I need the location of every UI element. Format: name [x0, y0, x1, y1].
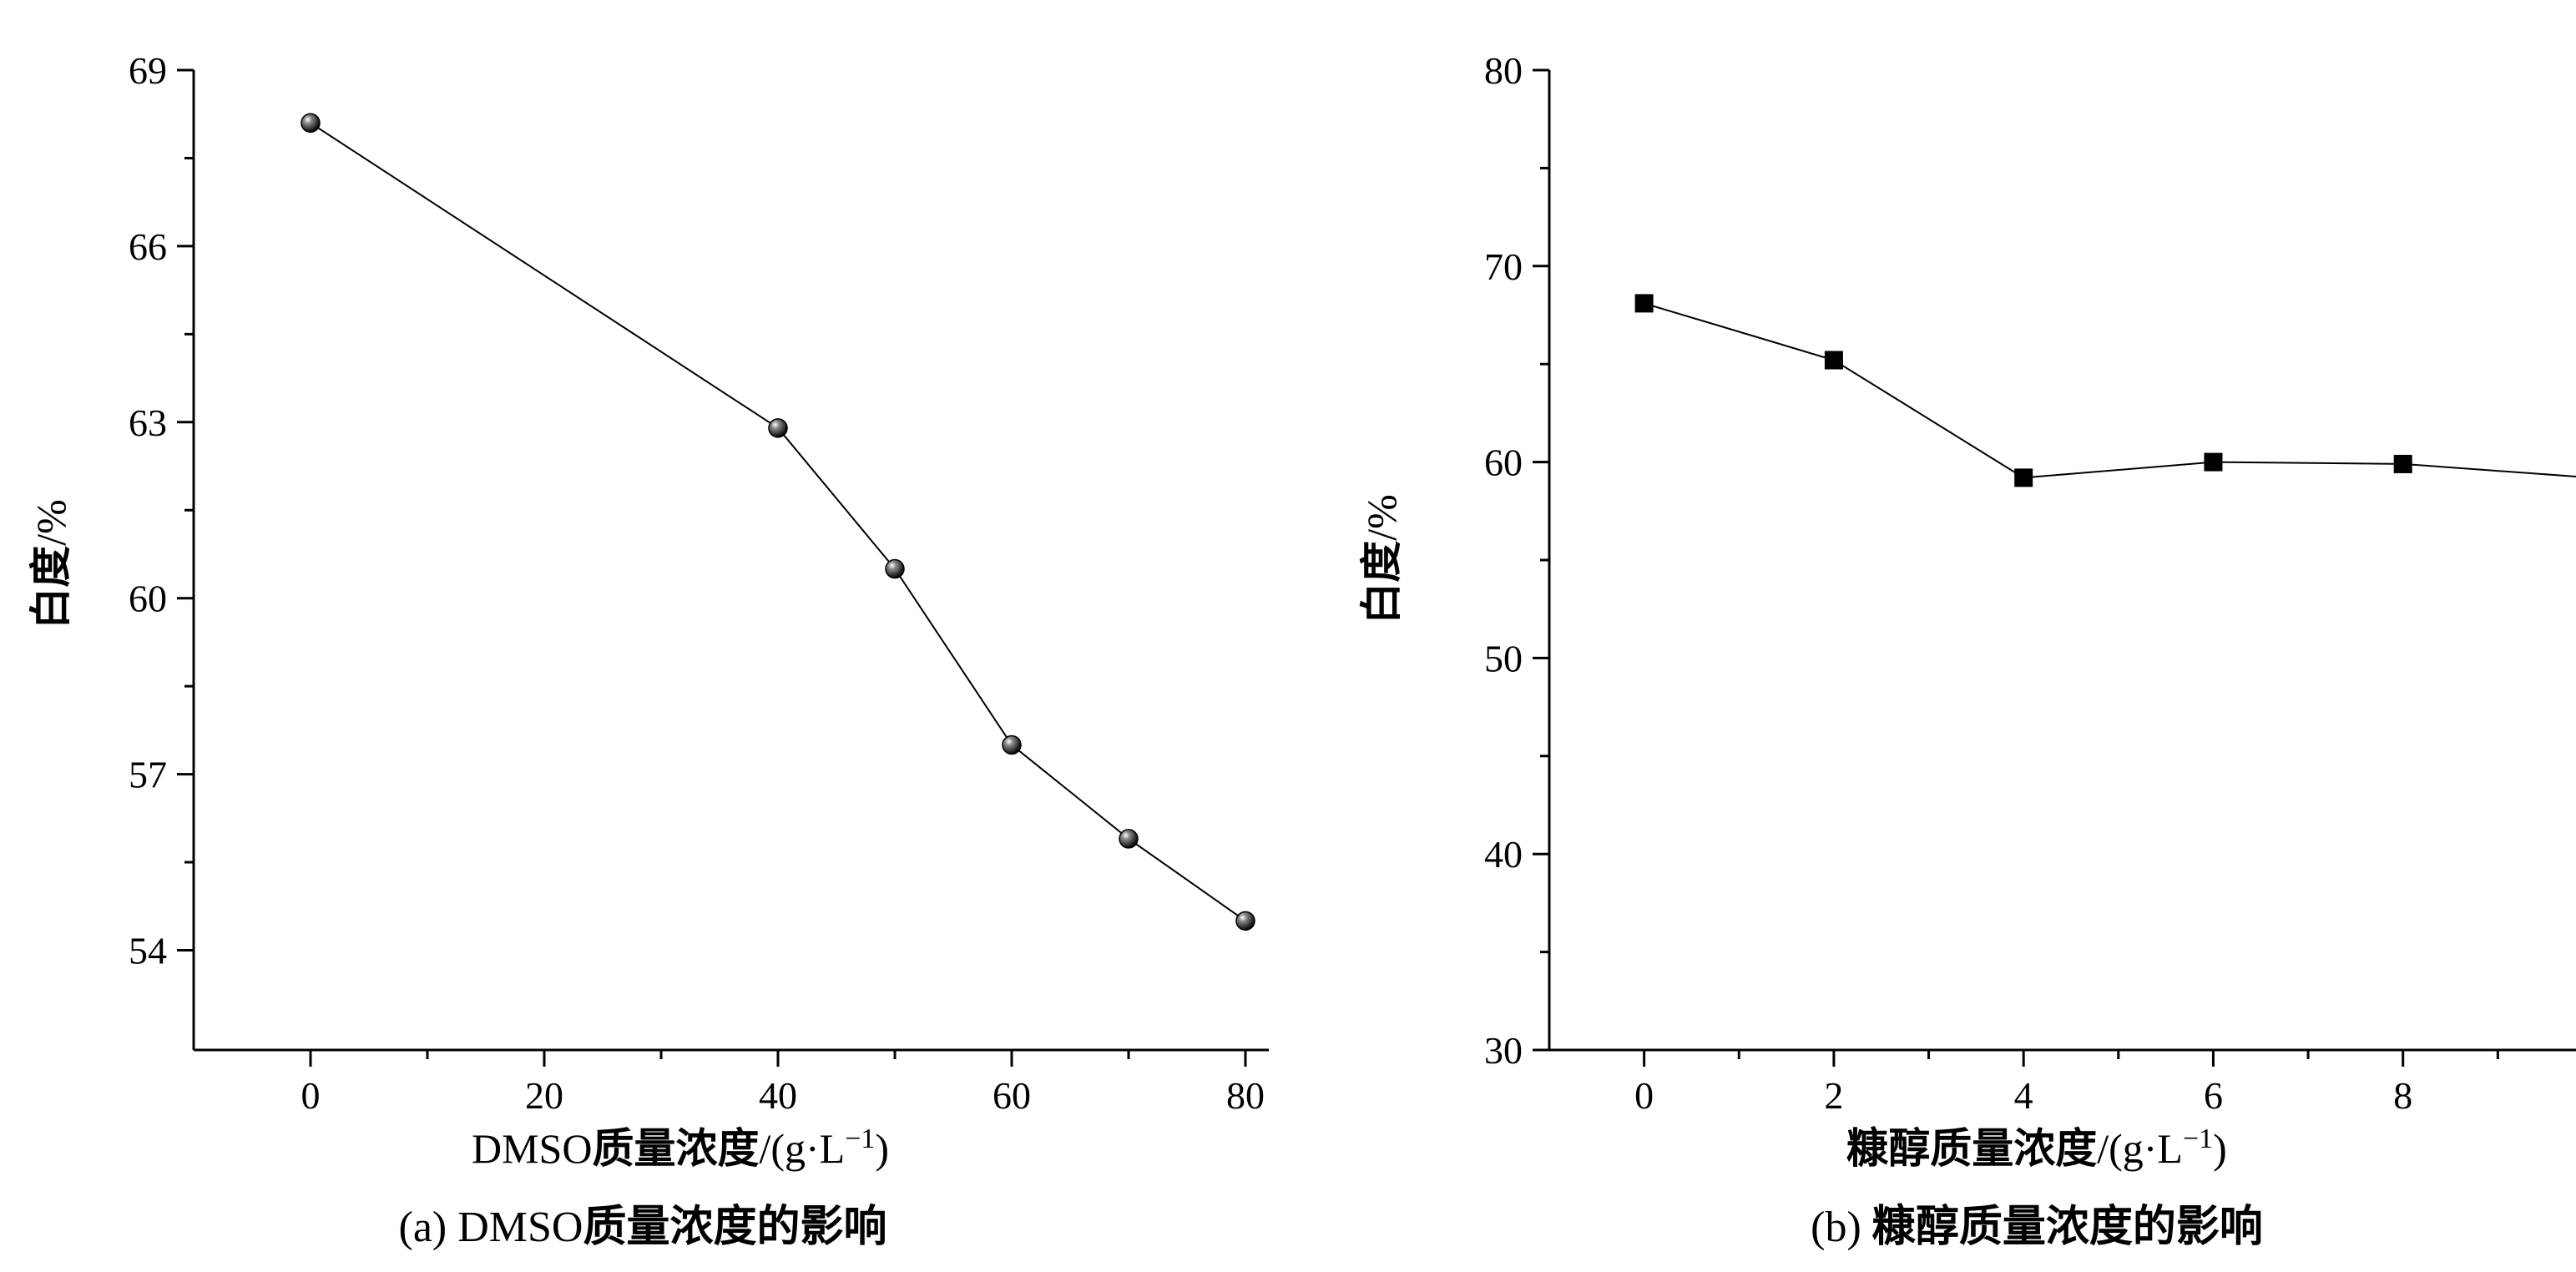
caption-b-zh: 糠醇质量浓度的影响 [1872, 1202, 2263, 1252]
y-tick-label-b: 80 [1484, 49, 1523, 92]
caption-a: (a) DMSO质量浓度的影响 [399, 1202, 887, 1252]
y-tick-label-a: 66 [129, 225, 167, 268]
data-point-b [1824, 351, 1843, 370]
caption-a-prefix: (a) DMSO [399, 1204, 583, 1251]
y-axis-title-a: 白度/% [27, 499, 75, 629]
y-axis-title-b-zh: 白度 [1357, 541, 1406, 624]
y-tick-label-a: 54 [129, 929, 167, 972]
x-tick-label-a: 0 [301, 1074, 321, 1117]
x-axis-title-b-close: ) [2213, 1125, 2227, 1172]
y-tick-label-b: 50 [1484, 637, 1523, 679]
x-axis-title-a-sup: −1 [845, 1123, 875, 1154]
x-axis-title-b-unit: /(g·L [2097, 1125, 2183, 1172]
x-axis-title-a-close: ) [875, 1125, 889, 1172]
ticks-a: 54 57 60 63 66 69 0 20 40 60 80 [129, 49, 1265, 1117]
x-tick-label-a: 20 [525, 1074, 563, 1117]
data-point-a [768, 418, 788, 438]
x-axis-title-b: 糠醇质量浓度/(g·L−1) [1846, 1123, 2227, 1173]
x-axis-title-a-zh: 质量浓度 [592, 1124, 759, 1173]
plot-area-b [1548, 70, 2576, 1052]
series-b [1634, 294, 2576, 487]
caption-a-zh: 质量浓度的影响 [583, 1202, 886, 1252]
data-point-b [2204, 452, 2223, 472]
caption-b-prefix: (b) [1811, 1204, 1872, 1251]
x-tick-label-b: 2 [1824, 1074, 1843, 1117]
series-line-a [310, 122, 1246, 922]
data-point-a [1002, 734, 1022, 755]
data-point-a [885, 558, 905, 579]
y-tick-label-a: 60 [129, 578, 167, 620]
data-point-b [2393, 454, 2412, 473]
x-tick-label-b: 8 [2393, 1074, 2412, 1117]
y-axis-title-a-zh: 白度 [27, 546, 75, 629]
data-point-b [2014, 468, 2033, 487]
x-axis-title-a-prefix: DMSO [472, 1125, 592, 1172]
y-axis-title-b: 白度/% [1357, 494, 1406, 624]
chart-panel-b: 3040506070800246810 白度/% 糠醇质量浓度/(g·L−1) … [1357, 49, 2576, 1252]
x-tick-label-a: 40 [759, 1074, 797, 1117]
x-tick-label-b: 0 [1634, 1074, 1654, 1117]
x-axis-title-b-sup: −1 [2183, 1123, 2213, 1154]
x-tick-label-b: 4 [2014, 1074, 2033, 1117]
x-axis-title-a: DMSO质量浓度/(g·L−1) [472, 1123, 889, 1173]
x-tick-label-b: 10 [2573, 1074, 2576, 1117]
x-tick-label-b: 6 [2204, 1074, 2223, 1117]
y-tick-label-b: 60 [1484, 442, 1523, 484]
series-line-b [1644, 302, 2576, 479]
ticks-b: 30 40 50 60 70 80 0 2 4 6 8 10 [1484, 49, 2576, 1117]
y-axis-title-b-unit: /% [1358, 494, 1405, 541]
y-tick-label-a: 69 [129, 49, 167, 92]
y-tick-label-b: 40 [1484, 833, 1523, 876]
x-axis-title-b-zh: 糠醇质量浓度 [1846, 1124, 2097, 1173]
y-tick-label-a: 57 [129, 754, 167, 796]
plot-area-a [192, 70, 1269, 1052]
series-a [301, 113, 1255, 931]
x-axis-title-a-unit: /(g·L [759, 1125, 845, 1172]
data-point-a [301, 113, 321, 134]
data-point-b [1634, 294, 1654, 313]
y-tick-label-b: 30 [1484, 1029, 1523, 1072]
y-axis-title-a-unit: /% [28, 499, 74, 546]
y-tick-label-a: 63 [129, 401, 167, 444]
caption-b: (b) 糠醇质量浓度的影响 [1811, 1202, 2263, 1252]
x-tick-label-a: 80 [1226, 1074, 1265, 1117]
data-point-a [1119, 829, 1139, 849]
data-point-a [1235, 911, 1255, 931]
chart-panel-a: 54 57 60 63 66 69 0 20 40 60 80 白度/% DMSO质量浓度/(g·L… [27, 49, 1269, 1252]
x-tick-label-a: 60 [993, 1074, 1031, 1117]
y-tick-label-b: 70 [1484, 245, 1523, 288]
